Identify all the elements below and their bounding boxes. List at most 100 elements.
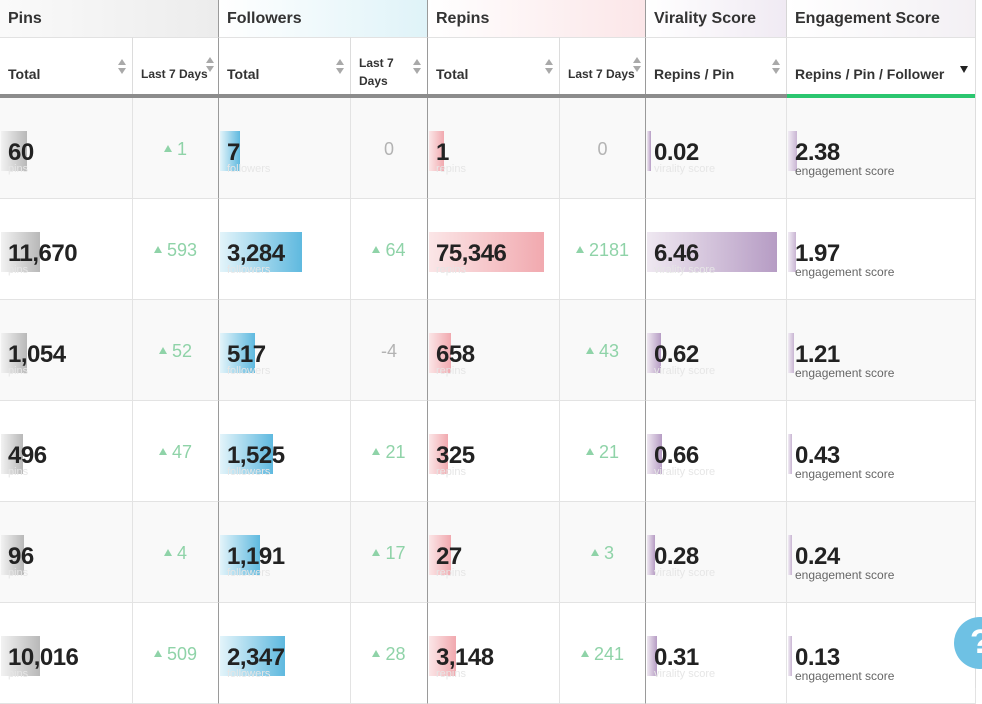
followers-delta-value: 17 [385, 543, 406, 563]
engagement-cell: 1.97 engagement score [787, 199, 976, 300]
pins-caption: pins [8, 264, 29, 276]
followers-delta-cell: 17 [351, 502, 428, 603]
sort-arrows-icon [413, 59, 421, 75]
followers-delta-cell: 64 [351, 199, 428, 300]
sort-header-virality-label: Repins / Pin [654, 66, 735, 82]
repins-caption: repins [436, 668, 466, 680]
trend-up-icon [372, 246, 381, 253]
sort-header-followers-last7[interactable]: Last 7 Days [351, 37, 428, 95]
pins-cell: 1,054 pins [0, 300, 133, 401]
sort-header-pins-total[interactable]: Total [0, 37, 133, 95]
repins-value: 1 [436, 139, 449, 166]
virality-value: 6.46 [654, 240, 699, 267]
header-divider [0, 94, 787, 98]
group-header-pins-label: Pins [8, 10, 42, 27]
repins-delta-cell: 43 [560, 300, 646, 401]
group-header-pins: Pins [0, 0, 219, 37]
followers-delta-value: -4 [380, 341, 397, 361]
followers-value: 2,347 [227, 644, 285, 671]
pins-delta-cell: 509 [133, 603, 219, 704]
repins-delta-cell: 0 [560, 98, 646, 199]
sort-header-virality[interactable]: Repins / Pin [646, 37, 787, 95]
followers-delta-value: 0 [383, 139, 394, 159]
repins-cell: 3,148 repins [428, 603, 560, 704]
sort-header-repins-last7[interactable]: Last 7 Days [560, 37, 646, 95]
group-header-followers-label: Followers [227, 10, 302, 27]
group-header-virality-label: Virality Score [654, 10, 756, 27]
trend-up-icon [153, 246, 162, 253]
sort-header-engagement[interactable]: Repins / Pin / Follower [787, 37, 976, 95]
followers-bar [220, 535, 260, 575]
virality-value: 0.28 [654, 543, 699, 570]
repins-cell: 1 repins [428, 98, 560, 199]
engagement-bar [788, 636, 792, 676]
engagement-cell: 2.38 engagement score [787, 98, 976, 199]
repins-delta-cell: 3 [560, 502, 646, 603]
repins-delta-value: 43 [598, 341, 620, 361]
pins-delta-value: 4 [176, 543, 187, 563]
followers-caption: followers [227, 466, 271, 478]
followers-value: 1,525 [227, 442, 285, 469]
pins-delta-cell: 52 [133, 300, 219, 401]
sort-header-repins-total-label: Total [436, 66, 469, 82]
virality-value: 0.66 [654, 442, 699, 469]
repins-bar [429, 333, 451, 373]
engagement-caption: engagement score [795, 467, 895, 481]
sort-header-repins-total[interactable]: Total [428, 37, 560, 95]
followers-value: 7 [227, 139, 240, 166]
virality-cell: 0.62 virality score [646, 300, 787, 401]
followers-caption: followers [227, 163, 271, 175]
followers-cell: 2,347 followers [219, 603, 351, 704]
followers-caption: followers [227, 668, 271, 680]
sort-arrows-icon [336, 59, 344, 75]
sort-header-engagement-label: Repins / Pin / Follower [795, 66, 945, 82]
sort-header-pins-last7[interactable]: Last 7 Days [133, 37, 219, 95]
engagement-caption: engagement score [795, 669, 895, 683]
pins-caption: pins [8, 466, 29, 478]
pins-delta-cell: 4 [133, 502, 219, 603]
sort-header-followers-total[interactable]: Total [219, 37, 351, 95]
engagement-cell: 0.13 engagement score [787, 603, 976, 704]
engagement-caption: engagement score [795, 265, 895, 279]
engagement-bar [788, 131, 797, 171]
followers-delta-cell: 0 [351, 98, 428, 199]
repins-cell: 325 repins [428, 401, 560, 502]
followers-bar [220, 131, 240, 171]
trend-up-icon [153, 650, 162, 657]
trend-up-icon [590, 549, 599, 556]
repins-delta-value: 2181 [588, 240, 630, 260]
trend-up-icon [585, 448, 594, 455]
engagement-bar [788, 535, 792, 575]
repins-cell: 658 repins [428, 300, 560, 401]
group-header-repins-label: Repins [436, 10, 490, 27]
pins-delta: 47 [133, 442, 218, 463]
followers-delta-value: 21 [385, 442, 406, 462]
repins-caption: repins [436, 466, 466, 478]
followers-delta: 17 [351, 543, 427, 564]
repins-value: 27 [436, 543, 462, 570]
virality-caption: virality score [654, 163, 716, 175]
pins-caption: pins [8, 365, 29, 377]
virality-value: 0.62 [654, 341, 699, 368]
sort-header-pins-last7-label: Last 7 Days [141, 67, 208, 81]
virality-value: 0.02 [654, 139, 699, 166]
sort-header-followers-last7-line1: Last 7 [359, 56, 394, 70]
followers-bar [220, 636, 285, 676]
virality-bar [647, 434, 662, 474]
sort-header-followers-total-label: Total [227, 66, 260, 82]
repins-delta-value: 0 [597, 139, 608, 159]
pins-delta-value: 509 [166, 644, 198, 664]
repins-delta: 3 [560, 543, 645, 564]
pins-delta: 52 [133, 341, 218, 362]
followers-delta-cell: 28 [351, 603, 428, 704]
repins-delta: 43 [560, 341, 645, 362]
pins-delta: 1 [133, 139, 218, 160]
repins-delta-cell: 2181 [560, 199, 646, 300]
engagement-cell: 0.24 engagement score [787, 502, 976, 603]
trend-up-icon [163, 549, 172, 556]
pins-value: 1,054 [8, 341, 66, 368]
pins-delta-cell: 1 [133, 98, 219, 199]
virality-caption: virality score [654, 264, 716, 276]
group-header-virality: Virality Score [646, 0, 787, 37]
group-header-followers: Followers [219, 0, 428, 37]
